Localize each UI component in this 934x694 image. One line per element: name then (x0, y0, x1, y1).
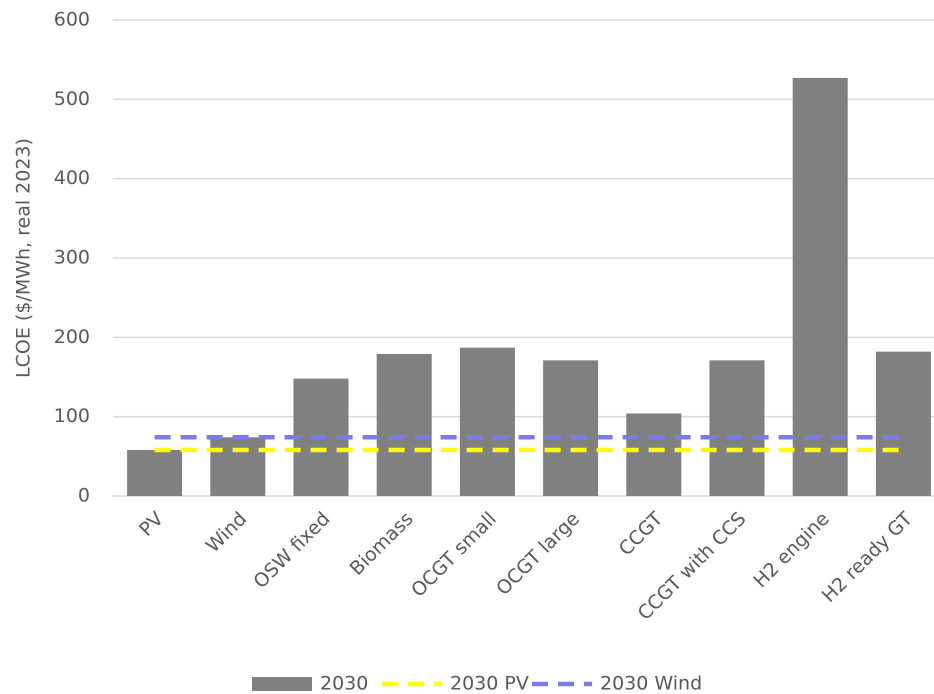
y-tick-label: 200 (54, 326, 90, 348)
bar (459, 347, 515, 496)
bar (792, 77, 848, 496)
x-tick-label: OSW fixed (249, 508, 334, 593)
y-tick-label: 400 (54, 167, 90, 189)
bar (127, 449, 183, 496)
y-tick-label: 600 (54, 9, 90, 31)
x-tick-label: OCGT small (407, 508, 501, 602)
y-axis-title: LCOE ($/MWh, real 2023) (13, 138, 35, 378)
x-tick-label: H2 engine (749, 508, 833, 592)
legend-label: 2030 Wind (600, 673, 702, 694)
x-tick-label: CCGT (615, 508, 668, 561)
bar (376, 353, 432, 496)
legend-swatch (252, 677, 312, 691)
y-tick-label: 300 (54, 247, 90, 269)
y-tick-label: 500 (54, 88, 90, 110)
bar (875, 351, 931, 496)
bar (543, 360, 599, 496)
bar (709, 360, 765, 496)
x-tick-label: Wind (202, 508, 251, 557)
legend-label: 2030 (320, 673, 368, 694)
x-tick-label: PV (135, 508, 168, 541)
bar (626, 413, 682, 496)
y-tick-label: 100 (54, 405, 90, 427)
x-tick-label: Biomass (346, 508, 418, 580)
bar (210, 437, 266, 496)
legend-label: 2030 PV (450, 673, 529, 694)
y-tick-label: 0 (78, 485, 90, 507)
x-tick-label: OCGT large (492, 508, 584, 600)
